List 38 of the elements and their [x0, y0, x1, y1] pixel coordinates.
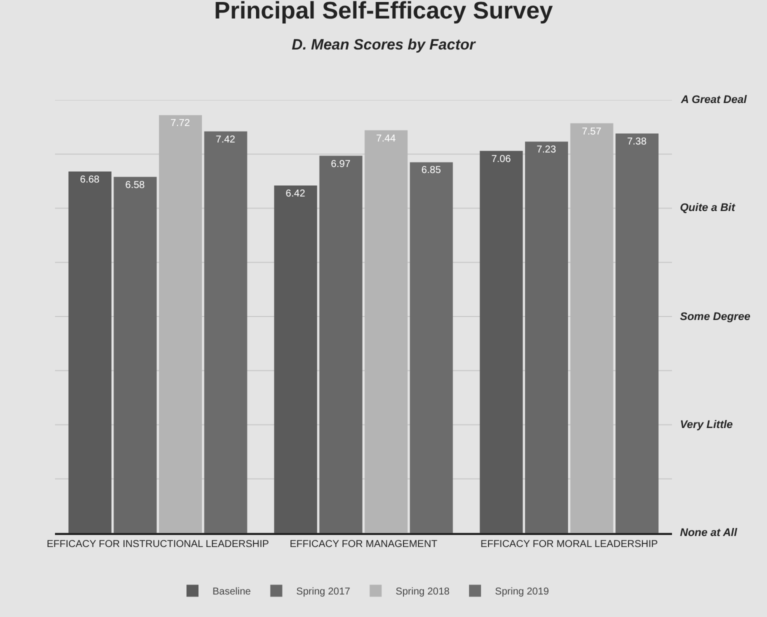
data-label: 6.58	[125, 180, 146, 191]
chart-title: Principal Self-Efficacy Survey	[214, 0, 554, 25]
data-label: 6.97	[330, 158, 351, 170]
text: Some Degree	[680, 311, 750, 323]
bar	[319, 156, 362, 533]
text: Very Little	[680, 419, 733, 431]
x-tick-label: EFFICACY FOR MORAL LEADERSHIP	[480, 539, 658, 550]
bar	[364, 130, 408, 533]
bar	[158, 115, 202, 533]
data-label: 7.06	[491, 154, 512, 165]
text: None at All	[680, 527, 738, 539]
bar	[68, 171, 112, 533]
bar	[616, 134, 659, 533]
legend-label: Spring 2018	[396, 586, 450, 598]
text: Quite a Bit	[680, 202, 736, 214]
legend-label: Spring 2017	[296, 586, 351, 598]
bar	[410, 162, 453, 533]
data-label: 7.57	[582, 126, 602, 138]
data-label: 6.85	[421, 165, 442, 176]
legend-label: Baseline	[212, 586, 252, 598]
data-label: 7.23	[536, 144, 556, 156]
data-label: 6.68	[80, 174, 100, 186]
legend-label: Spring 2019	[495, 586, 550, 598]
bar	[570, 123, 614, 533]
bar	[204, 131, 248, 533]
data-label: 7.38	[627, 136, 647, 148]
data-label: 6.42	[286, 188, 306, 200]
text: A Great Deal	[680, 94, 748, 106]
data-label: 7.72	[170, 118, 190, 130]
bar	[480, 150, 523, 533]
x-tick-label: EFFICACY FOR MANAGEMENT	[290, 539, 438, 550]
data-label: 7.42	[216, 134, 236, 146]
bar	[274, 186, 318, 533]
chart-subtitle: D. Mean Scores by Factor	[292, 36, 476, 54]
x-tick-label: EFFICACY FOR INSTRUCTIONAL LEADERSHIP	[46, 539, 270, 550]
data-label: 7.44	[376, 133, 396, 144]
bar	[114, 176, 157, 533]
bar	[525, 142, 568, 533]
